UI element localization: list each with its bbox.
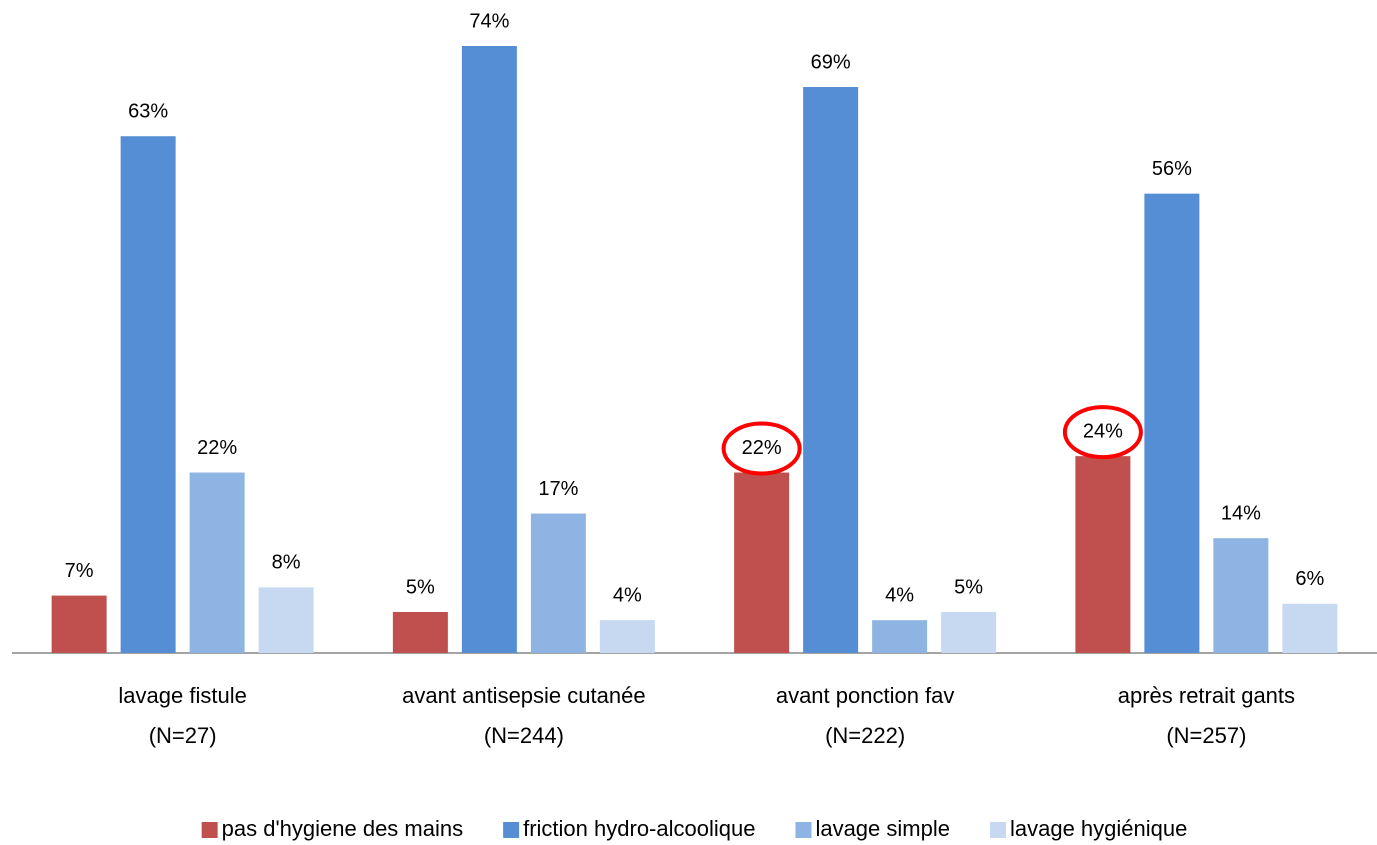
x-tick-label: (N=244) bbox=[484, 723, 564, 748]
bar bbox=[1213, 538, 1269, 653]
legend-label: lavage simple bbox=[815, 816, 950, 841]
data-label: 22% bbox=[742, 437, 782, 459]
x-tick-label: avant ponction fav bbox=[776, 683, 955, 708]
bar bbox=[461, 46, 517, 653]
x-tick-label: (N=222) bbox=[825, 723, 905, 748]
x-tick-label: après retrait gants bbox=[1118, 683, 1295, 708]
bar bbox=[803, 87, 859, 654]
highlight-circle bbox=[1062, 405, 1143, 460]
data-label: 4% bbox=[613, 584, 642, 606]
bar bbox=[530, 513, 586, 653]
data-label: 24% bbox=[1083, 420, 1123, 442]
data-label: 56% bbox=[1152, 158, 1192, 180]
bar bbox=[120, 136, 176, 653]
legend-swatch bbox=[795, 822, 812, 838]
legend-label: friction hydro-alcoolique bbox=[523, 816, 755, 841]
data-label: 5% bbox=[406, 576, 435, 598]
bar bbox=[599, 620, 655, 653]
legend-swatch bbox=[201, 822, 218, 838]
data-label: 63% bbox=[128, 101, 168, 123]
highlight-circle bbox=[721, 421, 802, 476]
data-label: 6% bbox=[1295, 568, 1324, 590]
data-label: 69% bbox=[811, 51, 851, 73]
bar bbox=[1144, 193, 1200, 653]
legend-swatch bbox=[989, 822, 1006, 838]
data-label: 5% bbox=[954, 576, 983, 598]
bar bbox=[872, 620, 928, 653]
bar bbox=[51, 595, 107, 653]
data-label: 7% bbox=[65, 560, 94, 582]
bar bbox=[1075, 456, 1131, 653]
legend-swatch bbox=[503, 822, 520, 838]
x-tick-label: (N=257) bbox=[1166, 723, 1246, 748]
bar bbox=[258, 587, 314, 653]
bar bbox=[941, 611, 997, 653]
bar bbox=[1282, 603, 1338, 653]
data-label: 14% bbox=[1221, 502, 1261, 524]
legend-label: lavage hygiénique bbox=[1010, 816, 1187, 841]
data-label: 74% bbox=[469, 10, 509, 32]
x-tick-label: (N=27) bbox=[149, 723, 217, 748]
x-tick-label: avant antisepsie cutanée bbox=[402, 683, 645, 708]
bar bbox=[392, 611, 448, 653]
data-label: 17% bbox=[538, 478, 578, 500]
data-label: 22% bbox=[197, 437, 237, 459]
bar bbox=[189, 472, 245, 653]
legend-label: pas d'hygiene des mains bbox=[222, 816, 463, 841]
bar bbox=[734, 472, 790, 653]
data-label: 8% bbox=[272, 552, 301, 574]
x-tick-label: lavage fistule bbox=[118, 683, 246, 708]
data-label: 4% bbox=[885, 584, 914, 606]
